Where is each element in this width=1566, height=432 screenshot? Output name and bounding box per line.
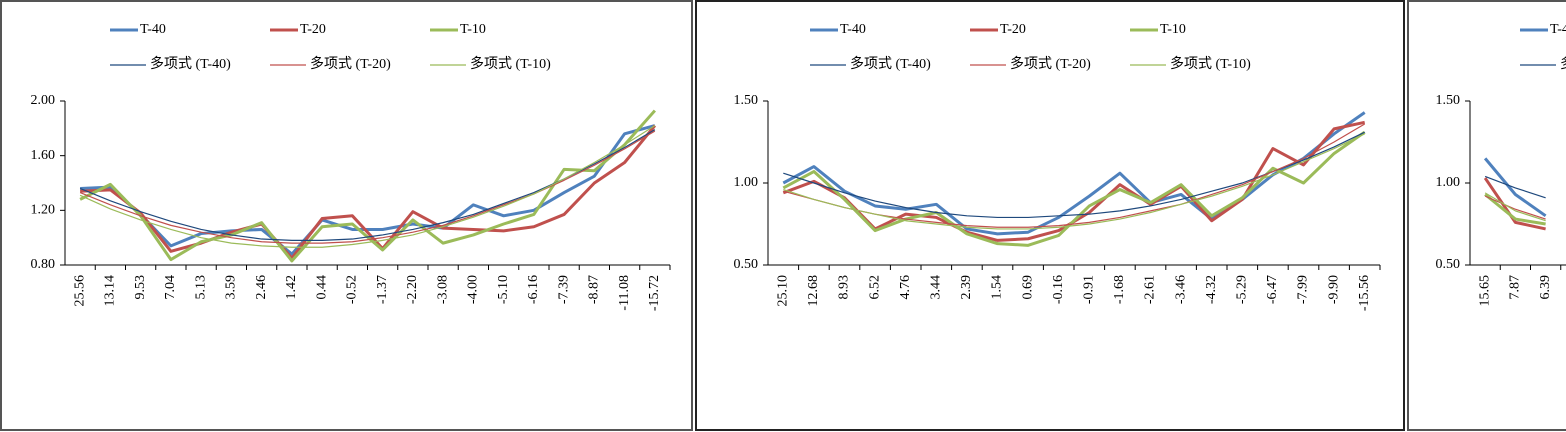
x-tick-label: -7.99 [1296,275,1311,304]
legend-label: 多项式 (T-40) [850,55,931,72]
trend-line [1484,195,1546,220]
x-tick-label: 0.44 [314,275,329,300]
chart-panel: 0.501.001.5015.657.876.39T-40T-20T-10多项式… [1436,22,1566,307]
y-tick-label: 0.50 [1436,257,1461,272]
series-line [1484,193,1546,226]
y-tick-label: 2.00 [31,93,56,108]
legend-label: 多项式 (T-10) [1170,55,1251,72]
x-tick-label: -2.61 [1143,275,1158,304]
legend-label: 多项式 (T-20) [310,55,391,72]
y-tick-label: 1.50 [1436,93,1461,108]
trend-line [79,130,656,244]
x-tick-label: 1.54 [990,275,1005,300]
trend-line [783,123,1366,228]
legend-label: 多项式 (T-10) [470,55,551,72]
x-tick-label: -4.32 [1204,275,1219,304]
panel-frame [695,0,1405,431]
x-tick-label: 15.65 [1477,275,1492,307]
y-tick-label: 1.00 [734,175,759,190]
x-tick-label: -1.68 [1112,275,1127,304]
y-tick-label: 0.50 [734,257,759,272]
trend-line [1484,175,1546,199]
x-tick-label: -6.16 [526,275,541,304]
series-line [80,124,656,256]
panel-frame [0,0,693,431]
series-line [79,109,656,263]
x-tick-label: -6.47 [1265,275,1280,304]
x-tick-label: -3.46 [1173,275,1188,304]
panel-frame [1407,0,1566,431]
y-tick-label: 1.20 [31,203,56,218]
legend-label: T-10 [1160,22,1186,37]
x-tick-label: 13.14 [103,275,118,307]
x-tick-label: 25.56 [72,275,87,307]
x-tick-label: 4.76 [898,275,913,300]
legend-label: T-40 [840,22,866,37]
legend-label: T-10 [460,22,486,37]
x-tick-label: -8.87 [587,275,602,304]
series-line [1483,157,1547,218]
y-tick-label: 1.50 [734,93,759,108]
x-tick-label: 2.46 [254,275,269,300]
x-tick-label: 7.04 [163,275,178,300]
x-tick-label: 0.69 [1020,275,1035,300]
series-line [782,130,1366,247]
x-tick-label: -2.20 [405,275,420,304]
x-tick-label: -0.52 [345,275,360,304]
legend-label: T-20 [1000,22,1026,37]
y-tick-label: 1.60 [31,148,56,163]
x-tick-label: 8.93 [837,275,852,300]
x-tick-label: 3.59 [224,275,239,300]
trend-line [783,133,1365,230]
x-tick-label: 9.53 [133,275,148,300]
legend-label: T-40 [1550,22,1566,37]
x-tick-label: -5.29 [1235,275,1250,304]
legend-label: 多项式 (T-40) [150,55,231,72]
x-tick-label: 2.39 [959,275,974,300]
x-tick-label: -11.08 [617,275,632,311]
x-tick-label: -1.37 [375,275,390,304]
x-tick-label: 7.87 [1508,275,1523,300]
x-tick-label: -7.39 [556,275,571,304]
series-line [1483,177,1546,231]
x-tick-label: -3.08 [435,275,450,304]
trend-line [79,125,656,248]
x-tick-label: 3.44 [929,275,944,300]
y-tick-label: 0.80 [31,257,56,272]
chart-panel: 0.50 1.00 1.50 25.10 12.68 8.93 6.52 4.76 3.44 2.… [734,22,1381,311]
series-line [782,111,1366,236]
chart-panel: 0.80 1.20 1.60 2.00 25.56 13.14 9.53 7.04 5.13 3.… [31,22,671,311]
x-tick-label: -4.00 [466,275,481,304]
x-tick-label: 25.10 [776,275,791,307]
legend-label: 多项式 (T-40) [1560,55,1566,72]
x-tick-label: -9.90 [1326,275,1341,304]
x-tick-label: -0.16 [1051,275,1066,304]
legend-label: 多项式 (T-20) [1010,55,1091,72]
x-tick-label: -5.10 [496,275,511,304]
x-tick-label: 6.39 [1538,275,1553,300]
series-line [80,124,657,260]
x-tick-label: -0.91 [1082,275,1097,304]
x-tick-label: -15.72 [647,275,662,311]
legend-label: T-20 [300,22,326,37]
x-tick-label: 5.13 [193,275,208,300]
x-tick-label: 1.42 [284,275,299,300]
x-tick-label: -15.56 [1357,275,1372,311]
legend-label: T-40 [140,22,166,37]
x-tick-label: 12.68 [806,275,821,307]
x-tick-label: 6.52 [867,275,882,300]
y-tick-label: 1.00 [1436,175,1461,190]
trend-line [1484,192,1546,222]
